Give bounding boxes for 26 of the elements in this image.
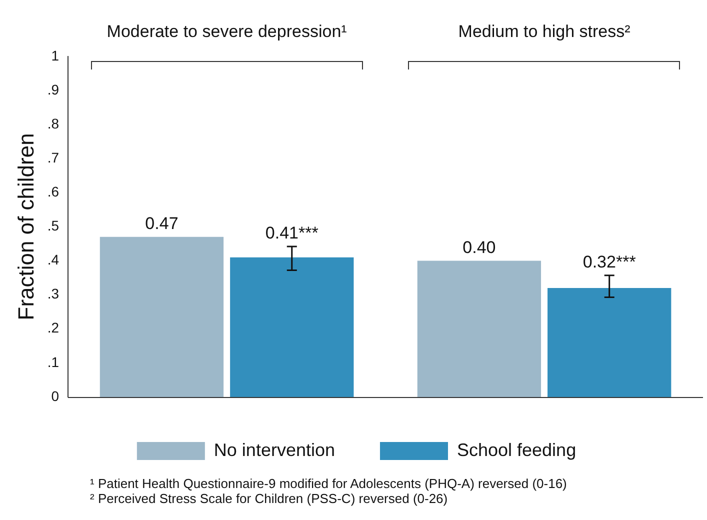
text: ¹ Patient Health Questionnaire-9 modified for Adolescents (PHQ-A) reversed (0-16) [90,476,567,491]
x-tick-label: Moderate to severe depression¹ [106,22,348,41]
data-label: 0.40 [462,238,496,257]
y-tick-label: .1 [47,354,60,370]
y-tick-label: .9 [47,81,60,98]
y-tick-label: 0 [51,388,60,404]
y-tick-label: 1 [51,47,60,64]
legend-label: No intervention [214,440,335,460]
y-tick-label: .4 [47,252,60,268]
bar [100,236,224,397]
y-axis-title: Fraction of children [13,133,38,320]
legend-label: School feeding [456,440,576,460]
data-label: 0.47 [145,214,178,234]
y-tick-label: .7 [47,149,60,166]
x-tick-label: Medium to high stress² [458,22,631,41]
text: ² Perceived Stress Scale for Children (PSS-C) reversed (0-26) [90,491,449,506]
bar [417,260,542,397]
y-tick-label: .5 [47,218,60,234]
data-label: 0.41*** [265,224,319,243]
data-label: 0.32*** [582,252,636,272]
y-tick-label: .6 [47,184,60,200]
y-tick-label: .3 [47,286,60,302]
y-tick-label: .8 [47,115,60,132]
bar [230,257,354,397]
bar [548,288,672,397]
y-tick-label: .2 [47,320,60,336]
